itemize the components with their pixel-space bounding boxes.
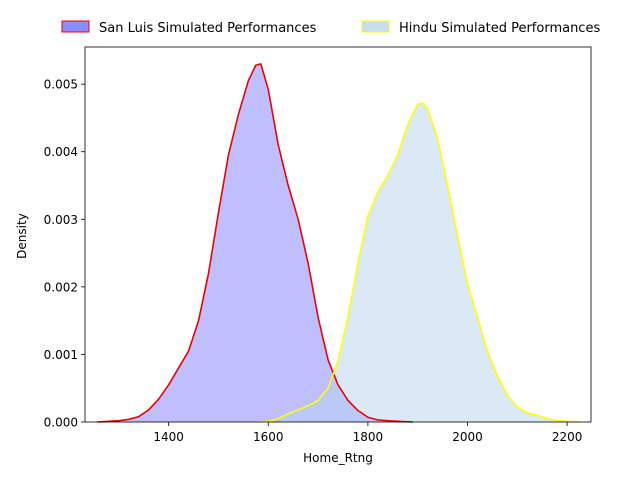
- legend-label-san-luis: San Luis Simulated Performances: [99, 21, 317, 36]
- x-axis-label: Home_Rtng: [303, 451, 373, 465]
- x-tick-label: 1600: [253, 430, 284, 444]
- y-tick-label: 0.005: [44, 78, 78, 92]
- density-line-0: [97, 63, 413, 423]
- x-tick-label: 1800: [353, 430, 384, 444]
- legend: San Luis Simulated Performances Hindu Si…: [61, 20, 600, 36]
- y-tick-label: 0.001: [44, 348, 78, 362]
- y-tick-label: 0.002: [44, 280, 78, 294]
- y-axis-label: Density: [15, 213, 29, 259]
- y-tick-label: 0.004: [44, 145, 78, 159]
- legend-swatch-hindu: [361, 20, 390, 33]
- x-tick-label: 1400: [153, 430, 184, 444]
- legend-label-hindu: Hindu Simulated Performances: [399, 21, 600, 36]
- legend-swatch-san-luis: [61, 20, 90, 33]
- x-tick-label: 2200: [552, 430, 583, 444]
- density-fill-1: [255, 103, 580, 422]
- y-tick-label: 0.003: [44, 213, 78, 227]
- axes: 1400 1600 1800 2000 2200 0.000 0.001 0.002 0.003…: [44, 46, 592, 444]
- x-tick-label: 2000: [452, 430, 483, 444]
- plot-frame: [84, 46, 592, 423]
- density-line-1: [255, 102, 580, 423]
- plot-area: [97, 63, 580, 423]
- y-tick-label: 0.000: [44, 416, 78, 430]
- density-fill-0: [97, 63, 413, 422]
